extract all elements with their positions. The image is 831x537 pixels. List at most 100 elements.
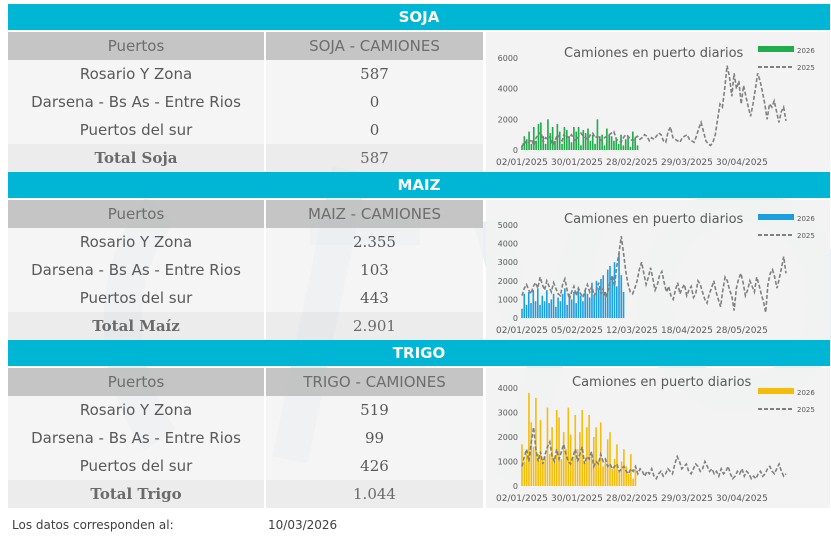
trigo-row-rosario: Rosario Y Zona 519 <box>8 396 483 424</box>
maiz-row-sur: Puertos del sur 443 <box>8 284 483 312</box>
bar-2026 <box>553 456 556 486</box>
bar-2026 <box>595 427 597 486</box>
y-tick-label: 0 <box>513 146 518 155</box>
legend-2025-label: 2025 <box>797 232 815 240</box>
footer-label: Los datos corresponden al: <box>12 518 174 532</box>
bar-2026 <box>579 432 581 486</box>
y-tick-label: 5000 <box>498 221 518 230</box>
bar-2026 <box>527 291 530 318</box>
bar-2026 <box>609 432 611 486</box>
row-label: Darsena - Bs As - Entre Rios <box>8 256 264 284</box>
bar-2026 <box>577 127 580 150</box>
bar-2026 <box>617 143 620 150</box>
bar-2026 <box>586 427 588 486</box>
bar-2026 <box>557 297 559 318</box>
bar-2026 <box>548 454 551 486</box>
x-tick-label: 12/03/2025 <box>606 326 658 336</box>
bar-2026 <box>551 427 553 486</box>
row-label: Puertos del sur <box>8 116 264 144</box>
bar-2026 <box>569 434 572 486</box>
series-2025-line <box>521 65 787 148</box>
legend-2026-label: 2026 <box>797 47 815 55</box>
bar-2026 <box>563 127 566 150</box>
bar-2026 <box>606 128 608 150</box>
legend-2026-label: 2026 <box>797 389 815 397</box>
row-label: Darsena - Bs As - Entre Rios <box>8 88 264 116</box>
bar-2026 <box>568 293 571 318</box>
bar-2026 <box>611 468 614 486</box>
maiz-title: MAIZ <box>8 172 830 198</box>
y-tick-label: 0 <box>513 482 518 491</box>
bar-2026 <box>537 288 539 318</box>
bar-2026 <box>587 128 589 150</box>
y-tick-label: 2000 <box>498 433 518 442</box>
row-value: 0 <box>266 116 483 144</box>
bar-2026 <box>554 140 556 150</box>
bar-2026 <box>572 456 574 486</box>
bar-2026 <box>604 291 607 318</box>
bar-2026 <box>589 140 592 150</box>
bar-2026 <box>598 136 601 150</box>
bar-2026 <box>525 454 528 486</box>
bar-2026 <box>544 143 547 150</box>
bar-2026 <box>547 119 549 150</box>
bar-2026 <box>532 446 535 486</box>
bar-2026 <box>613 140 615 150</box>
legend-2025-label: 2025 <box>797 64 815 72</box>
bar-2026 <box>564 288 566 318</box>
total-label: Total Soja <box>8 144 264 172</box>
bar-2026 <box>552 293 555 318</box>
bar-2026 <box>577 288 580 318</box>
y-tick-label: 0 <box>513 314 518 323</box>
bar-2026 <box>525 139 528 150</box>
y-tick-label: 1000 <box>498 458 518 467</box>
bar-2026 <box>600 278 602 318</box>
row-value: 0 <box>266 88 483 116</box>
bar-2026 <box>613 262 616 318</box>
maiz-header-camiones: MAIZ - CAMIONES <box>266 200 483 228</box>
legend-2026-swatch <box>758 214 794 220</box>
soja-total-row: Total Soja 587 <box>8 144 483 172</box>
bar-2026 <box>565 449 567 486</box>
bar-2026 <box>558 131 561 150</box>
bar-2026 <box>603 145 606 150</box>
x-tick-label: 30/04/2025 <box>716 158 768 168</box>
bar-2026 <box>636 145 639 150</box>
bar-2026 <box>532 127 535 150</box>
bar-2026 <box>521 145 523 150</box>
x-tick-label: 28/02/2025 <box>606 494 658 504</box>
trigo-header-puertos: Puertos <box>8 368 264 396</box>
maiz-row-rosario: Rosario Y Zona 2.355 <box>8 228 483 256</box>
bar-2026 <box>615 286 618 318</box>
bar-2026 <box>595 280 598 318</box>
bar-2026 <box>627 136 629 150</box>
y-tick-label: 4000 <box>498 240 518 249</box>
soja-header-camiones: SOJA - CAMIONES <box>266 32 483 60</box>
row-label: Rosario Y Zona <box>8 228 264 256</box>
bar-2026 <box>591 282 593 318</box>
bar-2026 <box>530 422 533 486</box>
bar-2026 <box>562 432 565 486</box>
series-2025-line <box>521 236 787 313</box>
bar-2026 <box>540 122 542 150</box>
bar-2026 <box>610 136 613 150</box>
legend-2026-label: 2026 <box>797 215 815 223</box>
bar-2026 <box>558 417 560 486</box>
bar-2026 <box>620 461 623 486</box>
legend-2025-label: 2025 <box>797 406 815 414</box>
maiz-chart: Camiones en puerto diarios 2026 2025 500… <box>486 200 830 340</box>
bar-2026 <box>629 146 632 150</box>
bar-2026 <box>593 295 595 318</box>
x-tick-label: 02/01/2025 <box>496 158 548 168</box>
soja-row-rosario: Rosario Y Zona 587 <box>8 60 483 88</box>
total-value: 2.901 <box>266 312 483 340</box>
bar-2026 <box>624 139 627 150</box>
chart-title: Camiones en puerto diarios <box>564 212 744 227</box>
bar-2026 <box>604 461 607 486</box>
y-tick-label: 3000 <box>498 409 518 418</box>
row-label: Puertos del sur <box>8 452 264 480</box>
bar-2026 <box>561 143 563 150</box>
y-tick-label: 4000 <box>498 384 518 393</box>
soja-chart-svg: Camiones en puerto diarios 2026 2025 600… <box>496 46 815 168</box>
bar-2026 <box>548 303 550 318</box>
